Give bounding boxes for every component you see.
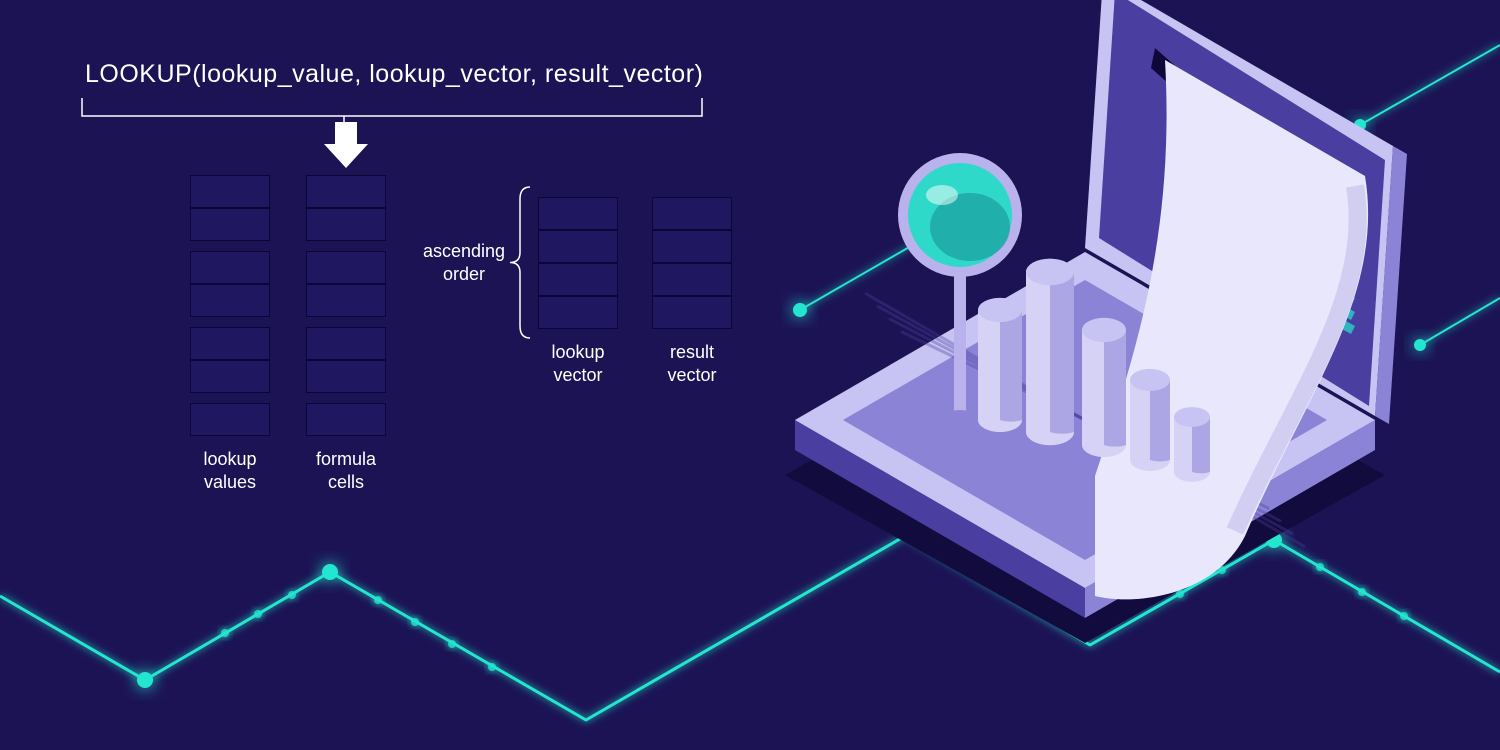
laptop-illustration bbox=[0, 0, 1500, 750]
infographic-canvas: LOOKUP(lookup_value, lookup_vector, resu… bbox=[0, 0, 1500, 750]
